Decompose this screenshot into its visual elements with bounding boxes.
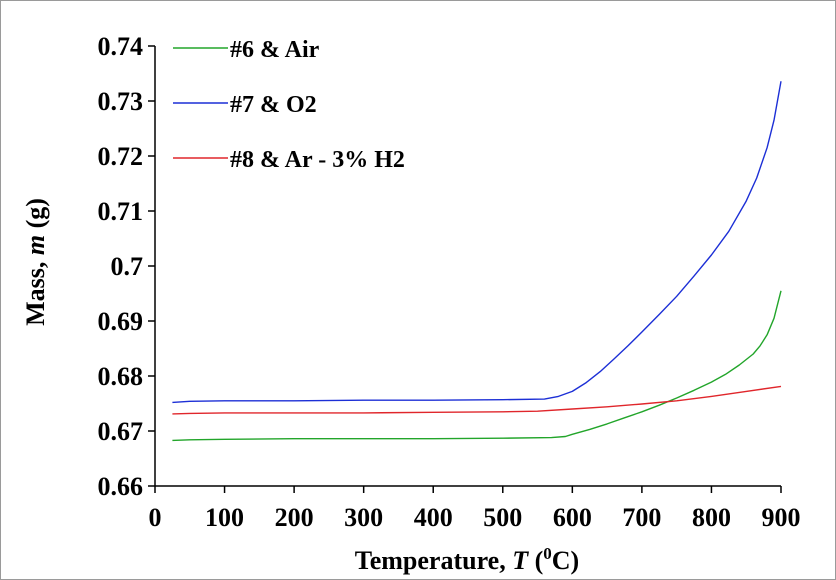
- y-tick-label: 0.7: [111, 252, 144, 281]
- y-tick-label: 0.73: [98, 87, 144, 116]
- series-line-2: [172, 81, 782, 404]
- x-tick-label: 400: [414, 503, 453, 532]
- series-line-3: [172, 385, 782, 415]
- y-tick-label: 0.72: [98, 142, 144, 171]
- x-ticks: 0 100 200 300 400 500 600 700 800 900: [149, 486, 801, 532]
- y-tick-label: 0.74: [98, 32, 144, 61]
- x-tick-label: 800: [692, 503, 731, 532]
- y-tick-label: 0.66: [98, 472, 144, 501]
- series-line-1: [172, 290, 782, 442]
- x-tick-label: 100: [205, 503, 244, 532]
- x-tick-label: 0: [149, 503, 162, 532]
- y-axis-title: Mass, m (g): [21, 198, 50, 326]
- x-tick-label: 500: [483, 503, 522, 532]
- y-tick-label: 0.71: [98, 197, 144, 226]
- legend-label-3: #8 & Ar - 3% H2: [230, 147, 405, 173]
- y-tick-label: 0.68: [98, 362, 144, 391]
- x-tick-label: 300: [344, 503, 383, 532]
- x-tick-label: 900: [762, 503, 801, 532]
- x-tick-label: 600: [553, 503, 592, 532]
- y-ticks: 0.66 0.67 0.68 0.69 0.7 0.71 0.72 0.73 0.74: [98, 32, 155, 501]
- y-tick-label: 0.67: [98, 417, 144, 446]
- y-tick-label: 0.69: [98, 307, 144, 336]
- legend-label-2: #7 & O2: [230, 92, 317, 118]
- x-axis-title: Temperature, T (0C): [355, 544, 579, 575]
- series-lines: [172, 81, 782, 442]
- legend: #6 & Air #7 & O2 #8 & Ar - 3% H2: [173, 37, 405, 173]
- x-tick-label: 200: [275, 503, 314, 532]
- x-tick-label: 700: [622, 503, 661, 532]
- legend-label-1: #6 & Air: [230, 37, 320, 63]
